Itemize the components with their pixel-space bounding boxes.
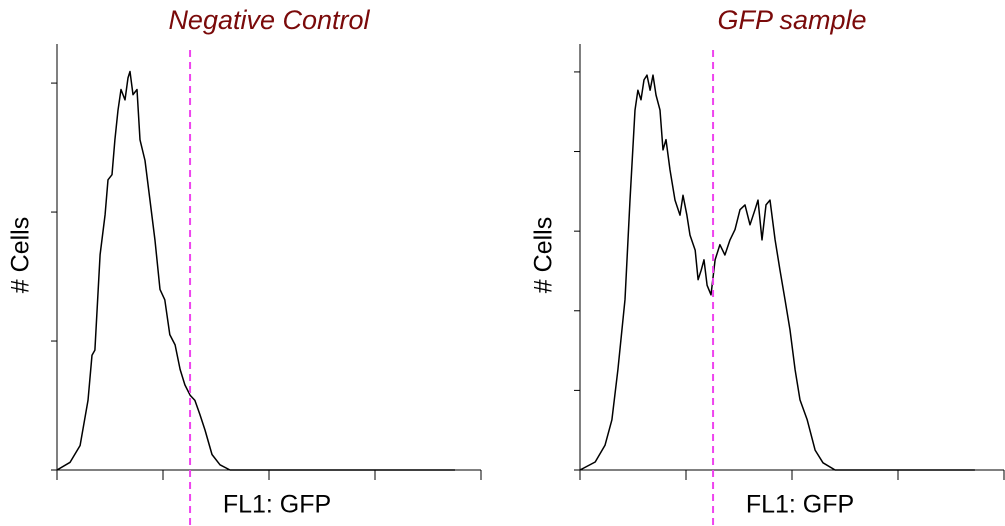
chart-title: Negative Control: [168, 5, 370, 35]
histogram-line: [56, 70, 455, 471]
x-axis-label: FL1: GFP: [223, 491, 331, 519]
histogram-line: [579, 74, 975, 471]
y-axis-label: # Cells: [530, 217, 558, 293]
chart-title: GFP sample: [717, 5, 866, 35]
y-axis-label: # Cells: [7, 217, 35, 293]
x-axis-label: FL1: GFP: [746, 491, 854, 519]
